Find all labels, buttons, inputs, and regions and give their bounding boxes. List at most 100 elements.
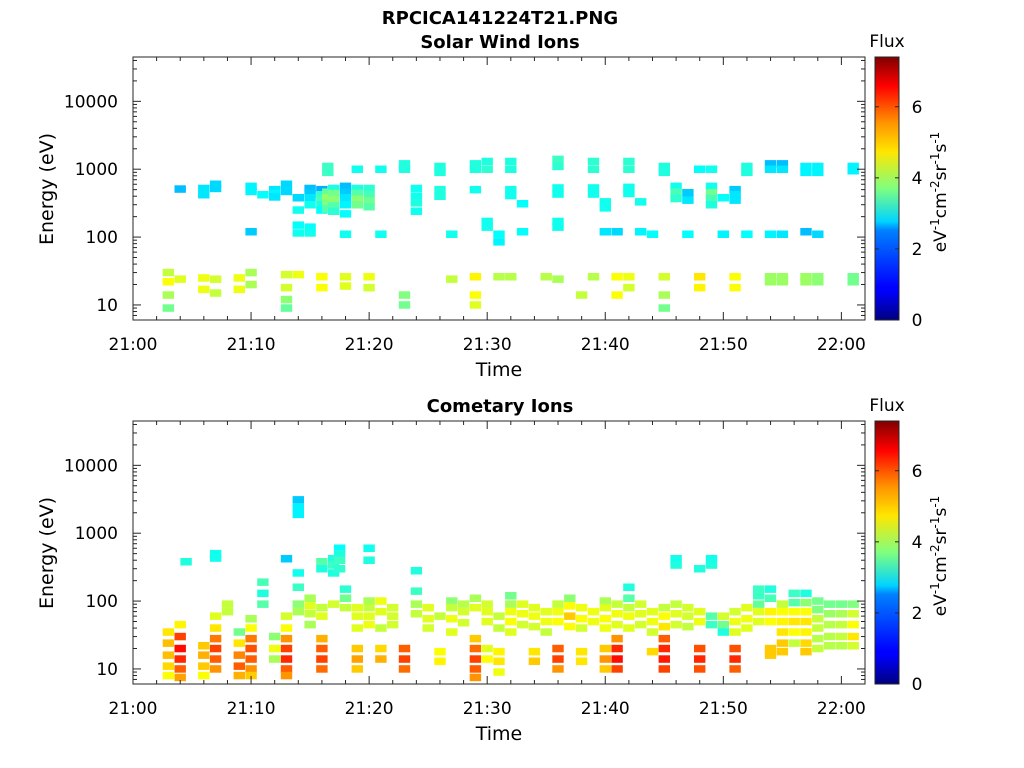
heatmap-cell (623, 594, 635, 602)
heatmap-cell (469, 291, 482, 299)
heatmap-cell (375, 624, 387, 632)
heatmap-cell (316, 612, 328, 620)
heatmap-cell (635, 600, 647, 608)
heatmap-cell (481, 600, 493, 608)
heatmap-cell (658, 644, 670, 653)
heatmap-cell (552, 655, 564, 663)
heatmap-cell (764, 651, 777, 659)
heatmap-cell (322, 162, 334, 171)
heatmap-cell (198, 642, 210, 650)
heatmap-cell (469, 273, 482, 281)
heatmap-cell (812, 162, 824, 171)
heatmap-cell (493, 238, 505, 246)
heatmap-cell (316, 195, 328, 204)
heatmap-cell (646, 607, 659, 616)
heatmap-cell (552, 190, 564, 198)
heatmap-cell (316, 283, 328, 292)
heatmap-cell (209, 612, 222, 620)
heatmap-cell (198, 671, 210, 680)
heatmap-cell (812, 615, 824, 623)
heatmap-cell (753, 585, 765, 593)
heatmap-cell (575, 624, 588, 632)
heatmap-cell (505, 592, 517, 600)
colorbar-tick-label: 0 (912, 311, 923, 331)
heatmap-cell (800, 168, 812, 177)
heatmap-cell (694, 565, 706, 573)
colorbar-tick-label: 2 (912, 604, 923, 624)
heatmap-cell (375, 230, 387, 238)
solar-wind-heatmap (162, 155, 859, 312)
heatmap-cell (800, 228, 812, 236)
heatmap-cell (304, 229, 316, 237)
heatmap-cell (528, 612, 541, 620)
heatmap-cell (363, 620, 375, 629)
heatmap-cell (333, 549, 346, 558)
colorbar-tick-label: 4 (912, 533, 923, 553)
heatmap-cell (292, 229, 304, 237)
heatmap-cell (800, 589, 812, 598)
heatmap-cell (800, 617, 812, 626)
heatmap-cell (599, 603, 611, 612)
heatmap-cell (280, 655, 293, 663)
heatmap-cell (209, 644, 222, 653)
heatmap-cell (788, 639, 800, 647)
heatmap-cell (316, 565, 328, 573)
heatmap-cell (835, 610, 848, 618)
x-tick-label: 21:50 (699, 699, 748, 719)
heatmap-cell (705, 620, 718, 629)
heatmap-cell (333, 556, 346, 564)
x-tick-label: 21:30 (463, 699, 512, 719)
heatmap-cell (422, 603, 434, 612)
heatmap-cell (328, 600, 340, 608)
heatmap-cell (611, 610, 623, 618)
heatmap-cell (375, 165, 387, 173)
heatmap-cell (469, 644, 482, 653)
heatmap-cell (682, 189, 694, 197)
heatmap-cell (729, 283, 741, 292)
figure-title: RPCICA141224T21.PNG (382, 8, 618, 29)
heatmap-cell (812, 634, 824, 643)
heatmap-cell (753, 607, 765, 616)
heatmap-cell (363, 203, 375, 211)
heatmap-cell (304, 223, 316, 231)
heatmap-cell (682, 603, 694, 612)
heatmap-cell (516, 228, 529, 236)
heatmap-cell (800, 639, 812, 647)
heatmap-cell (469, 603, 482, 612)
heatmap-cell (280, 644, 293, 653)
heatmap-cell (764, 160, 777, 168)
heatmap-cell (646, 617, 659, 626)
heatmap-cell (552, 184, 564, 192)
colorbar-tick-label: 0 (912, 675, 923, 695)
heatmap-cell (670, 188, 682, 196)
colorbar-title: Flux (869, 396, 904, 416)
heatmap-cell (351, 195, 363, 204)
heatmap-cell (375, 597, 387, 605)
heatmap-cell (304, 201, 316, 209)
heatmap-cell (800, 647, 812, 656)
heatmap-cell (741, 603, 753, 612)
heatmap-cell (387, 612, 399, 620)
heatmap-cell (351, 201, 363, 209)
heatmap-cell (457, 607, 470, 616)
heatmap-cell (670, 561, 682, 569)
heatmap-cell (469, 185, 482, 194)
cometary-x-ticks: 21:00 21:10 21:20 21:30 21:40 21:50 22:00 (109, 421, 866, 719)
heatmap-cell (316, 558, 328, 566)
cometary-heatmap (162, 496, 859, 682)
heatmap-cell (658, 162, 670, 171)
colorbar-gradient (874, 56, 900, 321)
heatmap-cell (658, 291, 670, 299)
heatmap-cell (611, 620, 623, 629)
heatmap-cell (304, 189, 316, 198)
heatmap-cell (174, 632, 186, 641)
heatmap-cell (180, 558, 192, 566)
heatmap-cell (209, 549, 222, 558)
heatmap-cell (162, 662, 175, 670)
heatmap-cell (245, 615, 257, 623)
heatmap-cell (823, 632, 836, 641)
heatmap-cell (446, 615, 458, 623)
heatmap-cell (658, 612, 670, 620)
heatmap-cell (292, 206, 304, 214)
